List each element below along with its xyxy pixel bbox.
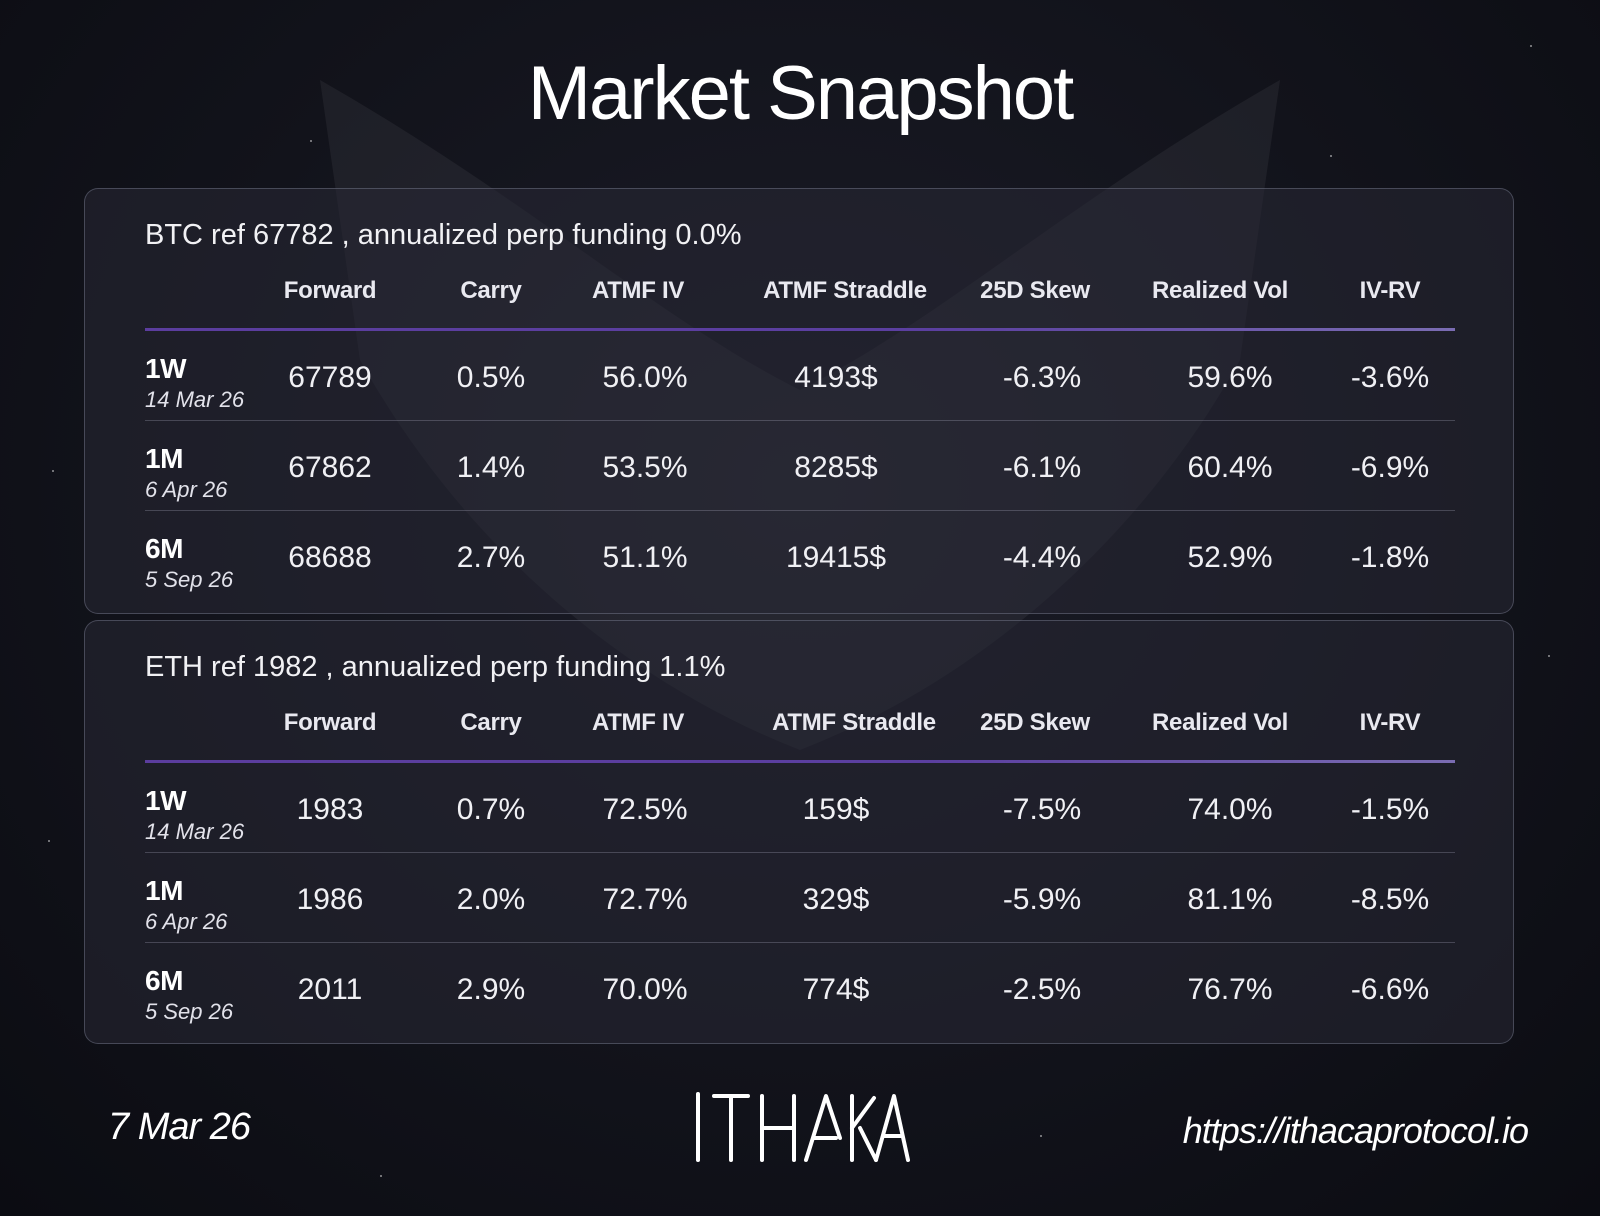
realized-vol-value: 60.4% bbox=[1187, 451, 1273, 484]
tenor-label: 1W bbox=[145, 785, 187, 816]
realized-vol-value: 81.1% bbox=[1187, 883, 1273, 916]
realized-vol-value: 74.0% bbox=[1187, 793, 1273, 826]
column-header-25d-skew: 25D Skew bbox=[980, 709, 1090, 736]
header-divider bbox=[145, 760, 1455, 763]
realized-vol-value: 59.6% bbox=[1187, 361, 1273, 394]
header-divider bbox=[145, 328, 1455, 331]
atmf-iv-value: 72.5% bbox=[602, 793, 688, 826]
star-decoration bbox=[380, 1175, 382, 1177]
expiry-date: 14 Mar 26 bbox=[145, 819, 245, 844]
tenor-label: 6M bbox=[145, 965, 183, 996]
iv-rv-value: -6.9% bbox=[1350, 451, 1430, 484]
expiry-date: 6 Apr 26 bbox=[145, 477, 228, 502]
column-header-iv-rv: IV-RV bbox=[1359, 709, 1421, 736]
row-divider bbox=[145, 942, 1455, 943]
expiry-date: 14 Mar 26 bbox=[145, 387, 245, 412]
forward-value: 67862 bbox=[288, 451, 372, 484]
eth-panel-heading: ETH ref 1982 , annualized perp funding 1… bbox=[145, 651, 726, 683]
atmf-straddle-value: 159$ bbox=[802, 793, 870, 826]
atmf-straddle-value: 4193$ bbox=[794, 361, 878, 394]
atmf-iv-value: 70.0% bbox=[602, 973, 688, 1006]
table-row: 6M 5 Sep 26 2011 2.9% 70.0% 774$ -2.5% 7… bbox=[85, 943, 1513, 1033]
table-row: 1W 14 Mar 26 67789 0.5% 56.0% 4193$ -6.3… bbox=[85, 331, 1513, 421]
carry-value: 0.7% bbox=[456, 793, 526, 826]
column-header-forward: Forward bbox=[283, 277, 377, 304]
forward-value: 68688 bbox=[288, 541, 372, 574]
iv-rv-value: -1.8% bbox=[1350, 541, 1430, 574]
star-decoration bbox=[310, 140, 312, 142]
row-divider bbox=[145, 420, 1455, 421]
tenor-label: 1M bbox=[145, 443, 183, 474]
atmf-straddle-value: 19415$ bbox=[785, 541, 887, 574]
eth-panel: ETH ref 1982 , annualized perp funding 1… bbox=[84, 620, 1514, 1044]
expiry-date: 5 Sep 26 bbox=[145, 567, 234, 592]
column-header-atmf-straddle: ATMF Straddle bbox=[772, 709, 936, 736]
star-decoration bbox=[1548, 655, 1550, 657]
forward-value: 67789 bbox=[288, 361, 372, 394]
page-title: Market Snapshot bbox=[527, 51, 1075, 136]
atmf-iv-value: 72.7% bbox=[602, 883, 688, 916]
atmf-iv-value: 56.0% bbox=[602, 361, 688, 394]
carry-value: 0.5% bbox=[456, 361, 526, 394]
atmf-iv-value: 51.1% bbox=[602, 541, 688, 574]
column-header-carry: Carry bbox=[460, 277, 522, 304]
column-header-forward: Forward bbox=[283, 709, 377, 736]
25d-skew-value: -7.5% bbox=[1002, 793, 1082, 826]
expiry-date: 6 Apr 26 bbox=[145, 909, 228, 934]
column-header-realized-vol: Realized Vol bbox=[1152, 709, 1288, 736]
tenor-label: 1W bbox=[145, 353, 187, 384]
realized-vol-value: 76.7% bbox=[1187, 973, 1273, 1006]
column-header-25d-skew: 25D Skew bbox=[980, 277, 1090, 304]
eth-column-headers: Forward Carry ATMF IV ATMF Straddle 25D … bbox=[85, 709, 1513, 745]
iv-rv-value: -8.5% bbox=[1350, 883, 1430, 916]
carry-value: 1.4% bbox=[456, 451, 526, 484]
forward-value: 1983 bbox=[296, 793, 364, 826]
row-divider bbox=[145, 510, 1455, 511]
tenor-label: 1M bbox=[145, 875, 183, 906]
realized-vol-value: 52.9% bbox=[1187, 541, 1273, 574]
iv-rv-value: -6.6% bbox=[1350, 973, 1430, 1006]
star-decoration bbox=[1330, 155, 1332, 157]
star-decoration bbox=[1530, 45, 1532, 47]
carry-value: 2.0% bbox=[456, 883, 526, 916]
25d-skew-value: -6.1% bbox=[1002, 451, 1082, 484]
atmf-straddle-value: 774$ bbox=[802, 973, 870, 1006]
25d-skew-value: -5.9% bbox=[1002, 883, 1082, 916]
table-row: 1M 6 Apr 26 67862 1.4% 53.5% 8285$ -6.1%… bbox=[85, 421, 1513, 511]
column-header-atmf-iv: ATMF IV bbox=[591, 709, 685, 736]
snapshot-date: 7 Mar 26 bbox=[108, 1106, 251, 1148]
forward-value: 2011 bbox=[297, 973, 363, 1006]
btc-panel-heading: BTC ref 67782 , annualized perp funding … bbox=[145, 219, 742, 251]
row-divider bbox=[145, 852, 1455, 853]
atmf-iv-value: 53.5% bbox=[602, 451, 688, 484]
column-header-atmf-straddle: ATMF Straddle bbox=[763, 277, 927, 304]
carry-value: 2.7% bbox=[456, 541, 526, 574]
atmf-straddle-value: 8285$ bbox=[794, 451, 878, 484]
expiry-date: 5 Sep 26 bbox=[145, 999, 234, 1024]
ithaca-logo bbox=[696, 1092, 910, 1162]
column-header-carry: Carry bbox=[460, 709, 522, 736]
column-header-atmf-iv: ATMF IV bbox=[591, 277, 685, 304]
website-url[interactable]: https://ithacaprotocol.io bbox=[1182, 1110, 1529, 1151]
25d-skew-value: -4.4% bbox=[1002, 541, 1082, 574]
carry-value: 2.9% bbox=[456, 973, 526, 1006]
table-row: 6M 5 Sep 26 68688 2.7% 51.1% 19415$ -4.4… bbox=[85, 511, 1513, 601]
iv-rv-value: -3.6% bbox=[1350, 361, 1430, 394]
star-decoration bbox=[1040, 1135, 1042, 1137]
table-row: 1W 14 Mar 26 1983 0.7% 72.5% 159$ -7.5% … bbox=[85, 763, 1513, 853]
star-decoration bbox=[48, 840, 50, 842]
star-decoration bbox=[52, 470, 54, 472]
column-header-iv-rv: IV-RV bbox=[1359, 277, 1421, 304]
tenor-label: 6M bbox=[145, 533, 183, 564]
column-header-realized-vol: Realized Vol bbox=[1152, 277, 1288, 304]
atmf-straddle-value: 329$ bbox=[802, 883, 870, 916]
table-row: 1M 6 Apr 26 1986 2.0% 72.7% 329$ -5.9% 8… bbox=[85, 853, 1513, 943]
btc-panel: BTC ref 67782 , annualized perp funding … bbox=[84, 188, 1514, 614]
25d-skew-value: -2.5% bbox=[1002, 973, 1082, 1006]
25d-skew-value: -6.3% bbox=[1002, 361, 1082, 394]
btc-column-headers: Forward Carry ATMF IV ATMF Straddle 25D … bbox=[85, 277, 1513, 313]
iv-rv-value: -1.5% bbox=[1350, 793, 1430, 826]
forward-value: 1986 bbox=[296, 883, 364, 916]
